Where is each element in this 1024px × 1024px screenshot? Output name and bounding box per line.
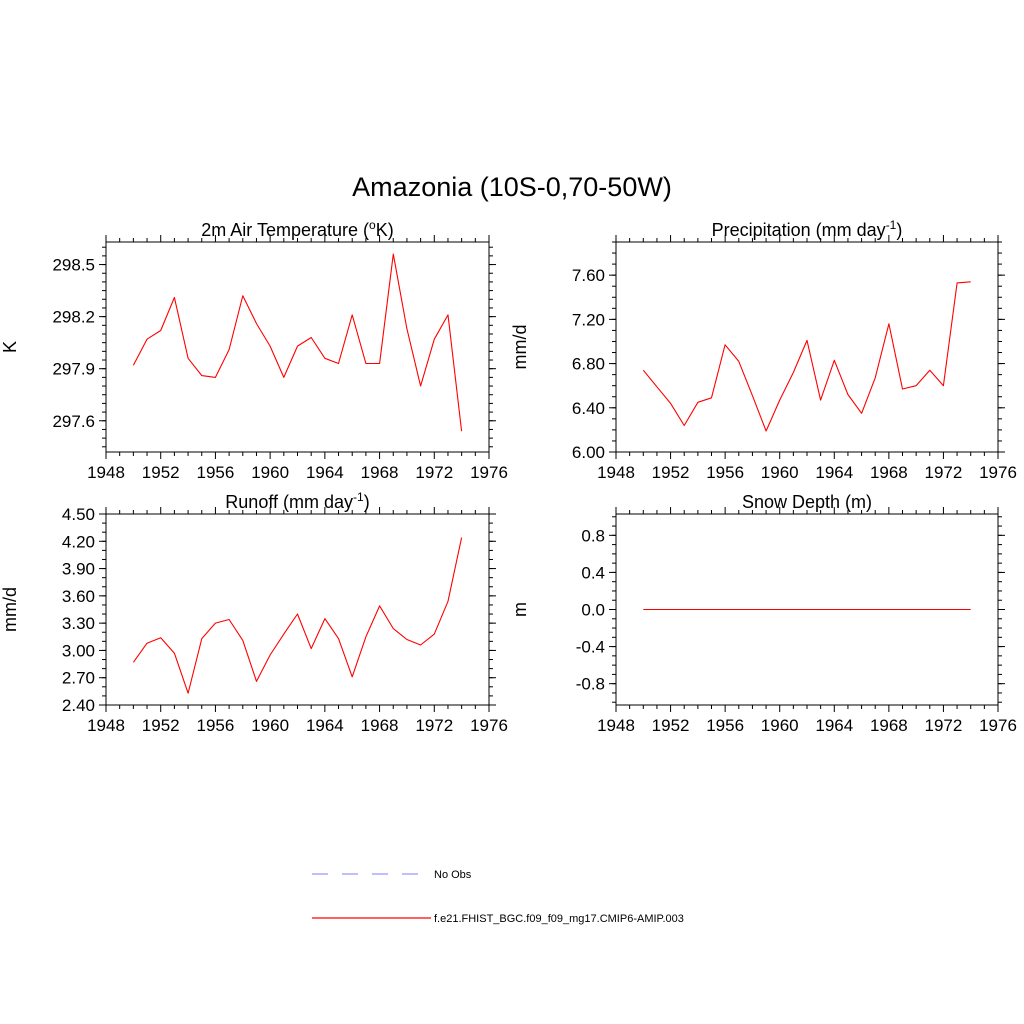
y-tick-label: 297.6 xyxy=(52,412,95,431)
panels: 2m Air Temperature (oK) K 1948 1952 1956 1960… xyxy=(0,218,1017,735)
panel-title: Precipitation (mm day-1) xyxy=(712,218,903,240)
y-tick-label: 298.2 xyxy=(52,308,95,327)
x-tick-label: 1972 xyxy=(925,463,963,482)
series-line-runoff xyxy=(132,537,463,694)
panel-runoff: Runoff (mm day-1) mm/d 1948 1952 1956 1960 196… xyxy=(0,490,508,735)
x-tick-label: 1960 xyxy=(761,716,799,735)
series-line-precipitation xyxy=(642,281,971,432)
y-tick-label: 4.50 xyxy=(62,505,95,524)
x-tick-label: 1976 xyxy=(470,463,508,482)
x-tick-label: 1960 xyxy=(251,463,289,482)
y-tick-label: 6.40 xyxy=(572,399,605,418)
x-tick-label: 1948 xyxy=(597,716,635,735)
panel-air-temperature: 2m Air Temperature (oK) K 1948 1952 1956 1960… xyxy=(0,218,508,482)
x-tick-label: 1964 xyxy=(306,463,344,482)
x-tick-label: 1960 xyxy=(761,463,799,482)
legend-entry-no-obs: No Obs xyxy=(312,869,472,881)
y-tick-label: 6.80 xyxy=(572,355,605,374)
y-tick-label: 0.0 xyxy=(581,601,605,620)
y-tick-label: -0.4 xyxy=(576,638,605,657)
panel-precipitation: Precipitation (mm day-1) mm/d 1948 1952 1956… xyxy=(510,218,1017,482)
y-axis-label: mm/d xyxy=(510,325,530,370)
x-tick-label: 1948 xyxy=(597,463,635,482)
x-tick-label: 1968 xyxy=(870,716,908,735)
legend-label-model: f.e21.FHIST_BGC.f09_f09_mg17.CMIP6-AMIP.… xyxy=(434,913,684,925)
x-tick-label: 1968 xyxy=(870,463,908,482)
x-tick-label: 1968 xyxy=(361,463,399,482)
y-axis-label: m xyxy=(510,602,530,617)
panel-snow-depth: Snow Depth (m) m 1948 1952 1956 1960 1964 1968 1… xyxy=(510,492,1017,735)
y-tick-label: 4.20 xyxy=(62,532,95,551)
y-tick-label: 3.60 xyxy=(62,587,95,606)
y-axis-label: mm/d xyxy=(0,587,20,632)
x-tick-label: 1948 xyxy=(87,463,125,482)
x-tick-label: 1972 xyxy=(415,463,453,482)
y-tick-label: 2.40 xyxy=(62,696,95,715)
x-tick-label: 1956 xyxy=(197,716,235,735)
y-tick-label: 7.20 xyxy=(572,310,605,329)
y-tick-label: 0.8 xyxy=(581,526,605,545)
legend: No Obs f.e21.FHIST_BGC.f09_f09_mg17.CMIP… xyxy=(312,869,684,925)
legend-entry-model: f.e21.FHIST_BGC.f09_f09_mg17.CMIP6-AMIP.… xyxy=(312,913,684,925)
y-tick-label: 298.5 xyxy=(52,256,95,275)
x-tick-label: 1952 xyxy=(142,716,180,735)
x-tick-label: 1968 xyxy=(361,716,399,735)
y-axis-label: K xyxy=(0,341,20,353)
y-tick-label: 3.00 xyxy=(62,641,95,660)
x-tick-label: 1952 xyxy=(652,463,690,482)
series-line-air-temperature xyxy=(132,253,463,432)
y-tick-label: 2.70 xyxy=(62,669,95,688)
x-tick-label: 1964 xyxy=(306,716,344,735)
y-tick-label: 3.30 xyxy=(62,614,95,633)
x-tick-label: 1976 xyxy=(979,463,1017,482)
panel-title: 2m Air Temperature (oK) xyxy=(201,218,393,240)
x-tick-label: 1952 xyxy=(652,716,690,735)
panel-title: Runoff (mm day-1) xyxy=(225,490,369,512)
x-tick-label: 1976 xyxy=(470,716,508,735)
x-tick-label: 1972 xyxy=(925,716,963,735)
y-tick-label: 7.60 xyxy=(572,266,605,285)
x-tick-label: 1972 xyxy=(415,716,453,735)
figure-title: Amazonia (10S-0,70-50W) xyxy=(352,172,672,202)
y-tick-label: 0.4 xyxy=(581,563,605,582)
x-tick-label: 1956 xyxy=(706,716,744,735)
y-tick-label: 3.90 xyxy=(62,560,95,579)
legend-label-no-obs: No Obs xyxy=(434,869,472,881)
x-tick-label: 1948 xyxy=(87,716,125,735)
y-tick-label: -0.8 xyxy=(576,675,605,694)
x-tick-label: 1960 xyxy=(251,716,289,735)
x-tick-label: 1976 xyxy=(979,716,1017,735)
x-tick-label: 1952 xyxy=(142,463,180,482)
x-tick-label: 1964 xyxy=(815,463,853,482)
x-tick-label: 1956 xyxy=(197,463,235,482)
y-tick-label: 6.00 xyxy=(572,443,605,462)
panel-title: Snow Depth (m) xyxy=(742,492,872,512)
y-tick-label: 297.9 xyxy=(52,360,95,379)
x-tick-label: 1964 xyxy=(815,716,853,735)
x-tick-label: 1956 xyxy=(706,463,744,482)
